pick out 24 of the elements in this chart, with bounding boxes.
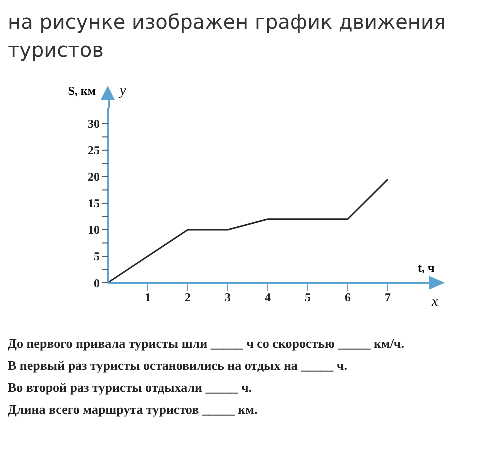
y-tick-label: 5 [94, 250, 100, 264]
text: x [432, 295, 438, 311]
x-tick-label: 7 [385, 290, 391, 305]
x-tick-label: 5 [305, 290, 311, 305]
y-tick-label: 25 [88, 144, 100, 158]
y-tick-label: 15 [88, 196, 100, 211]
x-tick-label: 3 [225, 290, 231, 305]
y-tick-label: 0 [94, 276, 100, 290]
text: Длина всего маршрута туристов _____ км. [8, 401, 259, 419]
text: y [120, 84, 126, 100]
chart-title: на рисунке изображен график движения туристов [8, 9, 447, 64]
text: В первый раз туристы остановились на отдых на _____ ч. [8, 357, 349, 375]
x-tick-label: 6 [345, 290, 351, 305]
y-axis-title: S, км [68, 84, 96, 99]
x-tick-label: 2 [185, 290, 191, 305]
x-tick-label: 1 [145, 290, 151, 305]
y-tick-label: 30 [88, 117, 100, 132]
line-series [108, 178, 389, 283]
text: До первого привала туристы шли _____ ч со скоростью _____ км/ч. [8, 335, 406, 353]
x-axis-title: t, ч [418, 261, 435, 276]
text: Во второй раз туристы отдыхали _____ ч. [8, 379, 254, 397]
y-tick-label: 20 [88, 170, 100, 184]
y-tick-label: 10 [88, 223, 100, 238]
x-tick-label: 4 [265, 290, 271, 305]
